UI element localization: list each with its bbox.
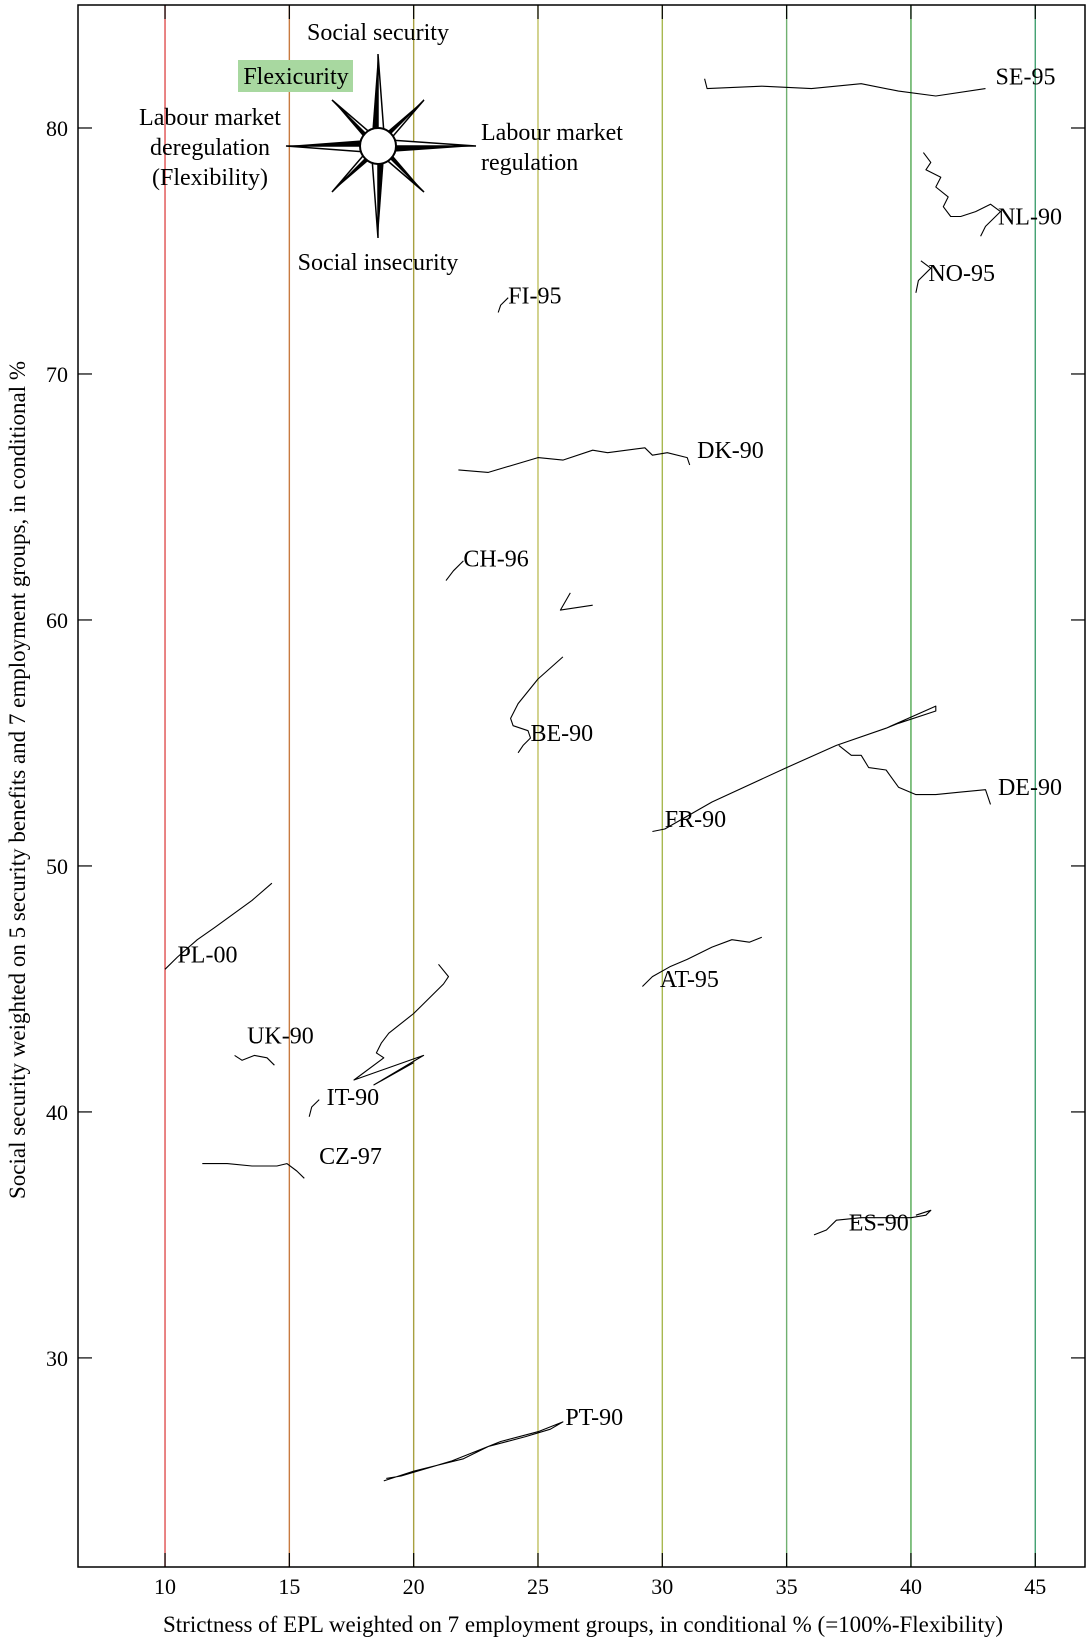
series-label-cz-97: CZ-97 xyxy=(319,1144,382,1170)
series-label-uk-90: UK-90 xyxy=(247,1024,314,1050)
y-tick-label: 30 xyxy=(46,1346,68,1371)
series-label-pl-00: PL-00 xyxy=(177,942,237,968)
x-tick-label: 10 xyxy=(154,1574,176,1599)
series-line-be-90 xyxy=(510,656,564,754)
y-tick-label: 50 xyxy=(46,854,68,879)
series-line-se-95 xyxy=(704,78,986,97)
compass-east-label: Labour market regulation xyxy=(481,120,623,176)
compass-northwest-label: Flexicurity xyxy=(243,64,348,90)
series-line-it-90-tail xyxy=(308,1099,320,1117)
series-line-fi-95 xyxy=(497,297,509,313)
series-label-ch-96: CH-96 xyxy=(463,546,528,572)
x-tick-label: 30 xyxy=(651,1574,673,1599)
series-label-es-90: ES-90 xyxy=(849,1211,909,1237)
series-line-dk-90 xyxy=(458,447,691,473)
series-line-nl-90 xyxy=(922,152,1002,237)
x-tick-label: 20 xyxy=(403,1574,425,1599)
series-label-fi-95: FI-95 xyxy=(508,283,561,309)
compass-south-label: Social insecurity xyxy=(298,250,459,276)
x-tick-label: 40 xyxy=(900,1574,922,1599)
axis-ticks: 10 15 20 25 30 35 40 45 30 40 50 60 70 80 xyxy=(46,5,1085,1599)
series-labels: SE-95 NL-90 NO-95 FI-95 DK-90 CH-96 BE-90 DE-90… xyxy=(177,64,1062,1431)
gridlines xyxy=(164,5,1036,1567)
west-label-line: deregulation xyxy=(150,135,270,161)
y-tick-label: 60 xyxy=(46,608,68,633)
compass-north-label: Social security xyxy=(307,20,449,46)
series-line-ch-96 xyxy=(445,560,464,581)
x-axis-label: Strictness of EPL weighted on 7 employme… xyxy=(163,1612,1003,1637)
series-label-nl-90: NL-90 xyxy=(998,205,1062,231)
series-line-it-90 xyxy=(353,963,450,1086)
y-tick-label: 40 xyxy=(46,1100,68,1125)
series-label-be-90: BE-90 xyxy=(531,721,594,747)
x-tick-label: 25 xyxy=(527,1574,549,1599)
series-label-se-95: SE-95 xyxy=(995,64,1055,90)
west-label-line: Labour market xyxy=(139,105,281,131)
series-label-it-90: IT-90 xyxy=(327,1085,379,1111)
series-line-unlabeled xyxy=(559,592,593,611)
east-label-line: regulation xyxy=(481,150,578,176)
series-line-no-95 xyxy=(915,260,932,293)
series-label-at-95: AT-95 xyxy=(660,967,719,993)
series-line-es-90 xyxy=(813,1209,932,1236)
series-line-de-90 xyxy=(838,744,992,805)
compass-star-icon xyxy=(285,53,477,239)
series-line-pt-90 xyxy=(383,1421,564,1482)
compass-rose xyxy=(285,53,477,239)
series-line-cz-97 xyxy=(202,1163,305,1179)
x-tick-label: 15 xyxy=(278,1574,300,1599)
y-tick-label: 70 xyxy=(46,362,68,387)
series-group xyxy=(164,78,1002,1482)
series-label-no-95: NO-95 xyxy=(928,261,995,287)
x-tick-label: 35 xyxy=(776,1574,798,1599)
series-line-pl-00 xyxy=(164,882,273,970)
series-label-de-90: DE-90 xyxy=(998,775,1062,801)
series-line-fr-90 xyxy=(652,705,937,833)
x-tick-label: 45 xyxy=(1024,1574,1046,1599)
y-tick-label: 80 xyxy=(46,116,68,141)
series-line-at-95 xyxy=(642,936,763,987)
plot-frame xyxy=(77,4,1086,1568)
compass-west-label: Labour market deregulation (Flexibility) xyxy=(139,105,281,191)
flexicurity-highlight xyxy=(238,60,353,92)
west-label-line: (Flexibility) xyxy=(152,165,268,191)
series-line-uk-90 xyxy=(234,1054,275,1066)
series-label-dk-90: DK-90 xyxy=(697,438,764,464)
y-axis-label: Social security weighted on 5 security b… xyxy=(5,361,30,1199)
series-label-pt-90: PT-90 xyxy=(565,1405,623,1431)
series-label-fr-90: FR-90 xyxy=(665,807,726,833)
east-label-line: Labour market xyxy=(481,120,623,146)
